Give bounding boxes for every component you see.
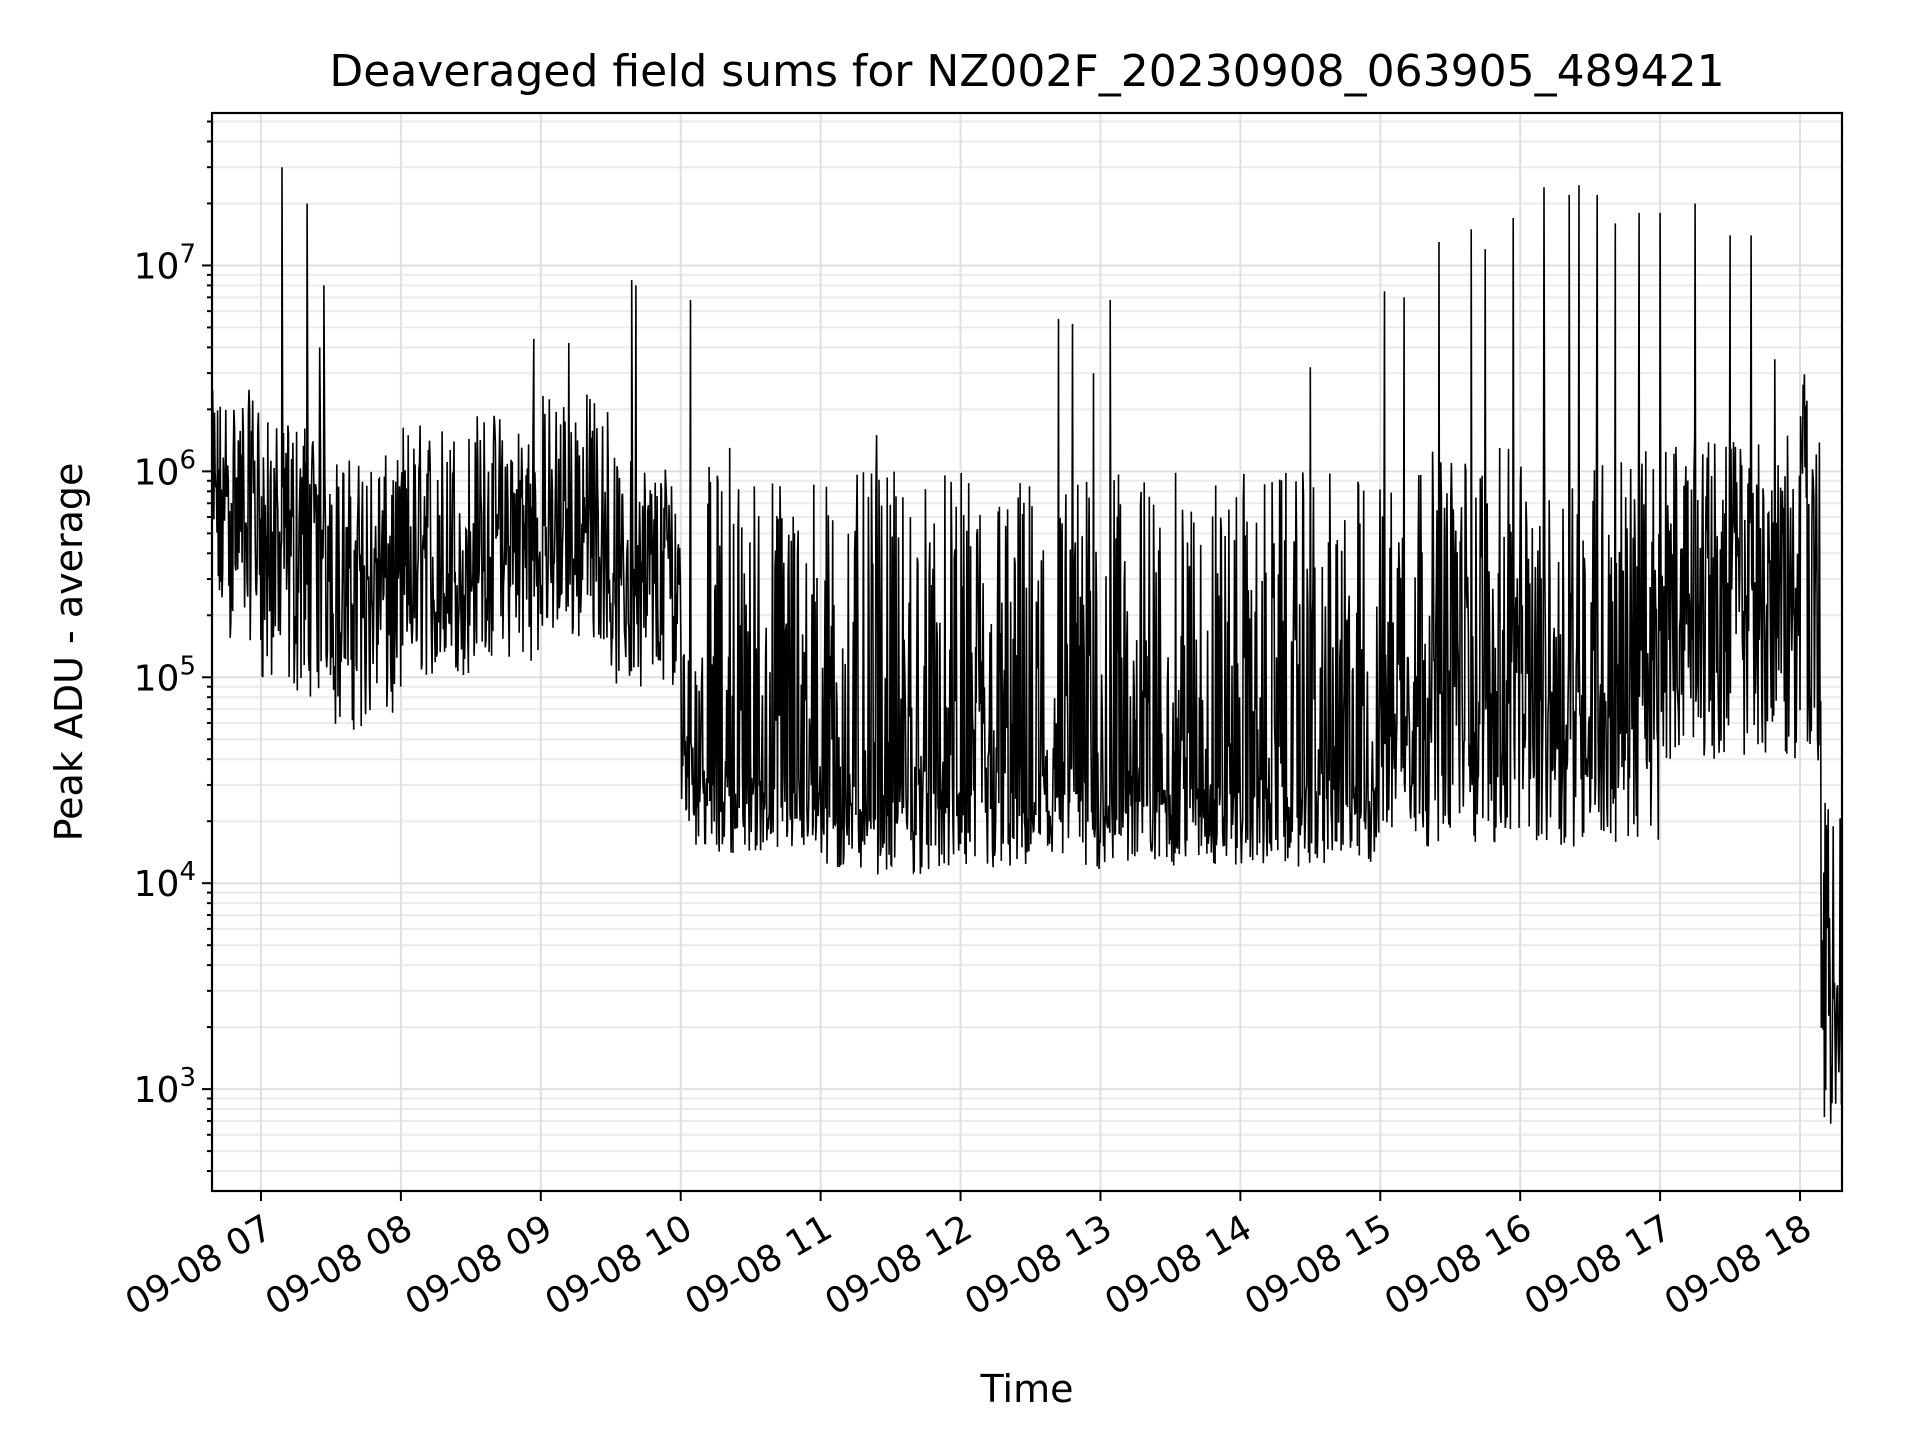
y-tick-exponent: 3 bbox=[179, 1063, 196, 1093]
data-series-line bbox=[211, 167, 1843, 1124]
x-axis-label: Time bbox=[980, 1367, 1074, 1411]
y-tick-label: 105 bbox=[134, 651, 196, 699]
y-tick-label: 107 bbox=[134, 239, 196, 287]
plot-frame bbox=[210, 111, 1844, 1193]
y-tick-exponent: 6 bbox=[179, 445, 196, 475]
y-tick-label: 104 bbox=[134, 857, 196, 905]
y-tick-base: 10 bbox=[134, 246, 180, 287]
y-tick-base: 10 bbox=[134, 658, 180, 699]
y-axis-label: Peak ADU - average bbox=[47, 463, 91, 842]
y-tick-base: 10 bbox=[134, 1070, 180, 1111]
y-tick-exponent: 4 bbox=[179, 857, 196, 887]
y-tick-base: 10 bbox=[134, 864, 180, 905]
y-tick-label: 106 bbox=[134, 445, 196, 493]
chart-title: Deaveraged field sums for NZ002F_2023090… bbox=[329, 46, 1724, 97]
y-tick-exponent: 7 bbox=[179, 239, 196, 269]
y-tick-label: 103 bbox=[134, 1063, 196, 1111]
y-tick-exponent: 5 bbox=[179, 651, 196, 681]
data-layer bbox=[211, 167, 1843, 1124]
y-tick-base: 10 bbox=[134, 452, 180, 493]
